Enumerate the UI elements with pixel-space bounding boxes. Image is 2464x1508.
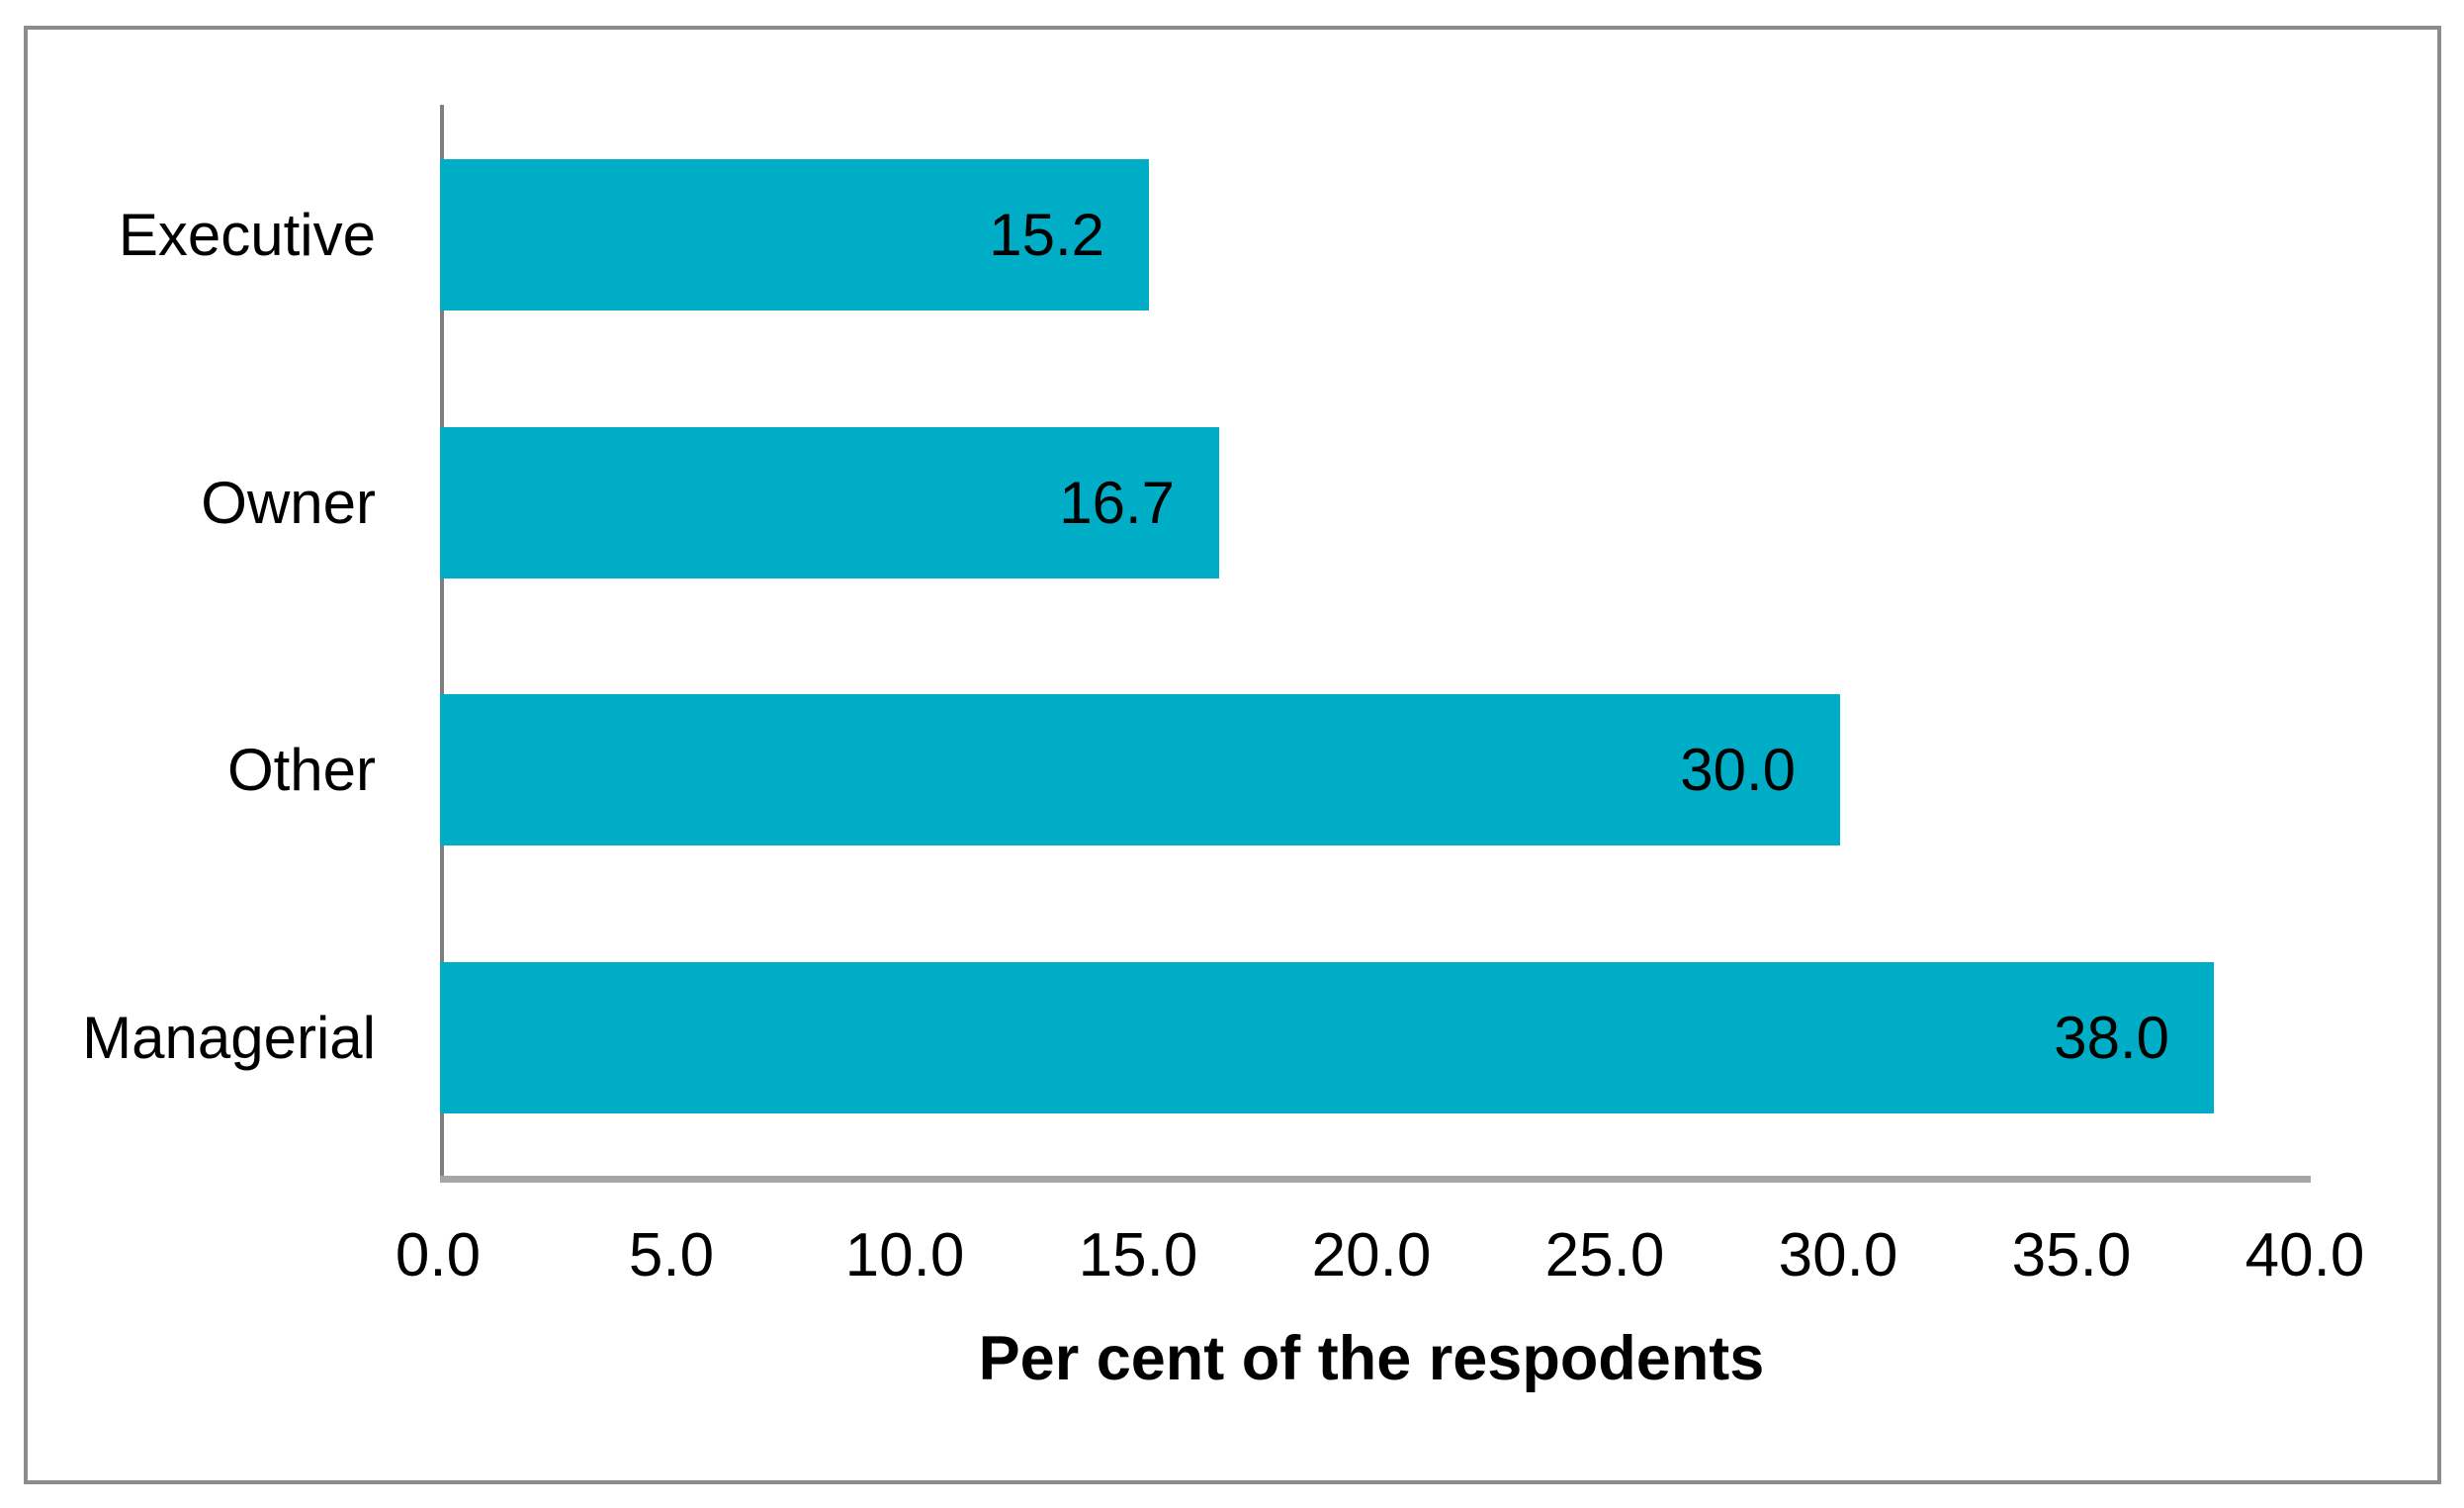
bar-value-label: 30.0 [1680, 737, 1796, 803]
bar-owner: 16.7 [440, 427, 1219, 578]
bar-executive: 15.2 [440, 159, 1149, 310]
x-tick-label-40.0: 40.0 [2244, 1221, 2365, 1289]
x-tick-label-0.0: 0.0 [395, 1221, 482, 1289]
x-tick-label-15.0: 15.0 [1078, 1221, 1198, 1289]
x-axis-title: Per cent of the respodents [978, 1324, 1765, 1393]
bar-value-label: 15.2 [989, 202, 1104, 268]
x-tick-label-20.0: 20.0 [1311, 1221, 1432, 1289]
x-tick-label-25.0: 25.0 [1544, 1221, 1665, 1289]
x-tick-label-35.0: 35.0 [2011, 1221, 2132, 1289]
bar-value-label: 16.7 [1059, 470, 1175, 536]
x-axis-line [440, 1176, 2311, 1183]
bar-managerial: 38.0 [440, 962, 2214, 1113]
category-label-executive: Executive [118, 202, 376, 268]
y-axis-line [440, 105, 444, 1183]
category-label-owner: Owner [201, 470, 376, 536]
category-label-other: Other [226, 737, 376, 803]
x-tick-label-30.0: 30.0 [1778, 1221, 1898, 1289]
x-tick-label-10.0: 10.0 [844, 1221, 965, 1289]
category-label-managerial: Managerial [82, 1005, 376, 1071]
bar-other: 30.0 [440, 694, 1840, 845]
bar-value-label: 38.0 [2054, 1005, 2169, 1071]
x-tick-label-5.0: 5.0 [628, 1221, 715, 1289]
